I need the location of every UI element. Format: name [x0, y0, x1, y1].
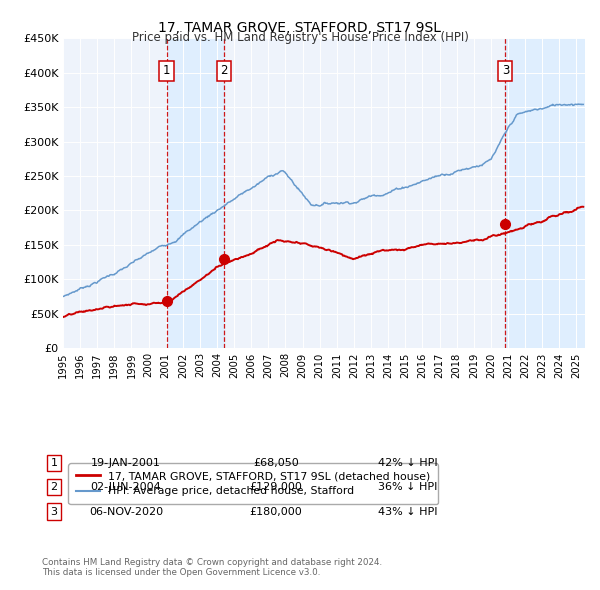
Text: 43% ↓ HPI: 43% ↓ HPI — [378, 507, 438, 516]
Text: 17, TAMAR GROVE, STAFFORD, ST17 9SL: 17, TAMAR GROVE, STAFFORD, ST17 9SL — [158, 21, 442, 35]
Legend: 17, TAMAR GROVE, STAFFORD, ST17 9SL (detached house), HPI: Average price, detach: 17, TAMAR GROVE, STAFFORD, ST17 9SL (det… — [68, 464, 439, 504]
Text: Price paid vs. HM Land Registry's House Price Index (HPI): Price paid vs. HM Land Registry's House … — [131, 31, 469, 44]
Text: Contains HM Land Registry data © Crown copyright and database right 2024.
This d: Contains HM Land Registry data © Crown c… — [42, 558, 382, 577]
Text: 3: 3 — [50, 507, 58, 516]
Text: 3: 3 — [502, 64, 509, 77]
Bar — [505, 38, 585, 348]
Text: 36% ↓ HPI: 36% ↓ HPI — [379, 482, 437, 491]
Text: 06-NOV-2020: 06-NOV-2020 — [89, 507, 163, 516]
Text: 19-JAN-2001: 19-JAN-2001 — [91, 458, 161, 468]
Bar — [167, 38, 224, 348]
Text: £129,000: £129,000 — [250, 482, 302, 491]
Text: £180,000: £180,000 — [250, 507, 302, 516]
Bar — [577, 38, 585, 348]
Text: 02-JUN-2004: 02-JUN-2004 — [91, 482, 161, 491]
Text: 1: 1 — [50, 458, 58, 468]
Text: 42% ↓ HPI: 42% ↓ HPI — [378, 458, 438, 468]
Text: £68,050: £68,050 — [253, 458, 299, 468]
Text: 1: 1 — [163, 64, 170, 77]
Text: 2: 2 — [220, 64, 228, 77]
Text: 2: 2 — [50, 482, 58, 491]
